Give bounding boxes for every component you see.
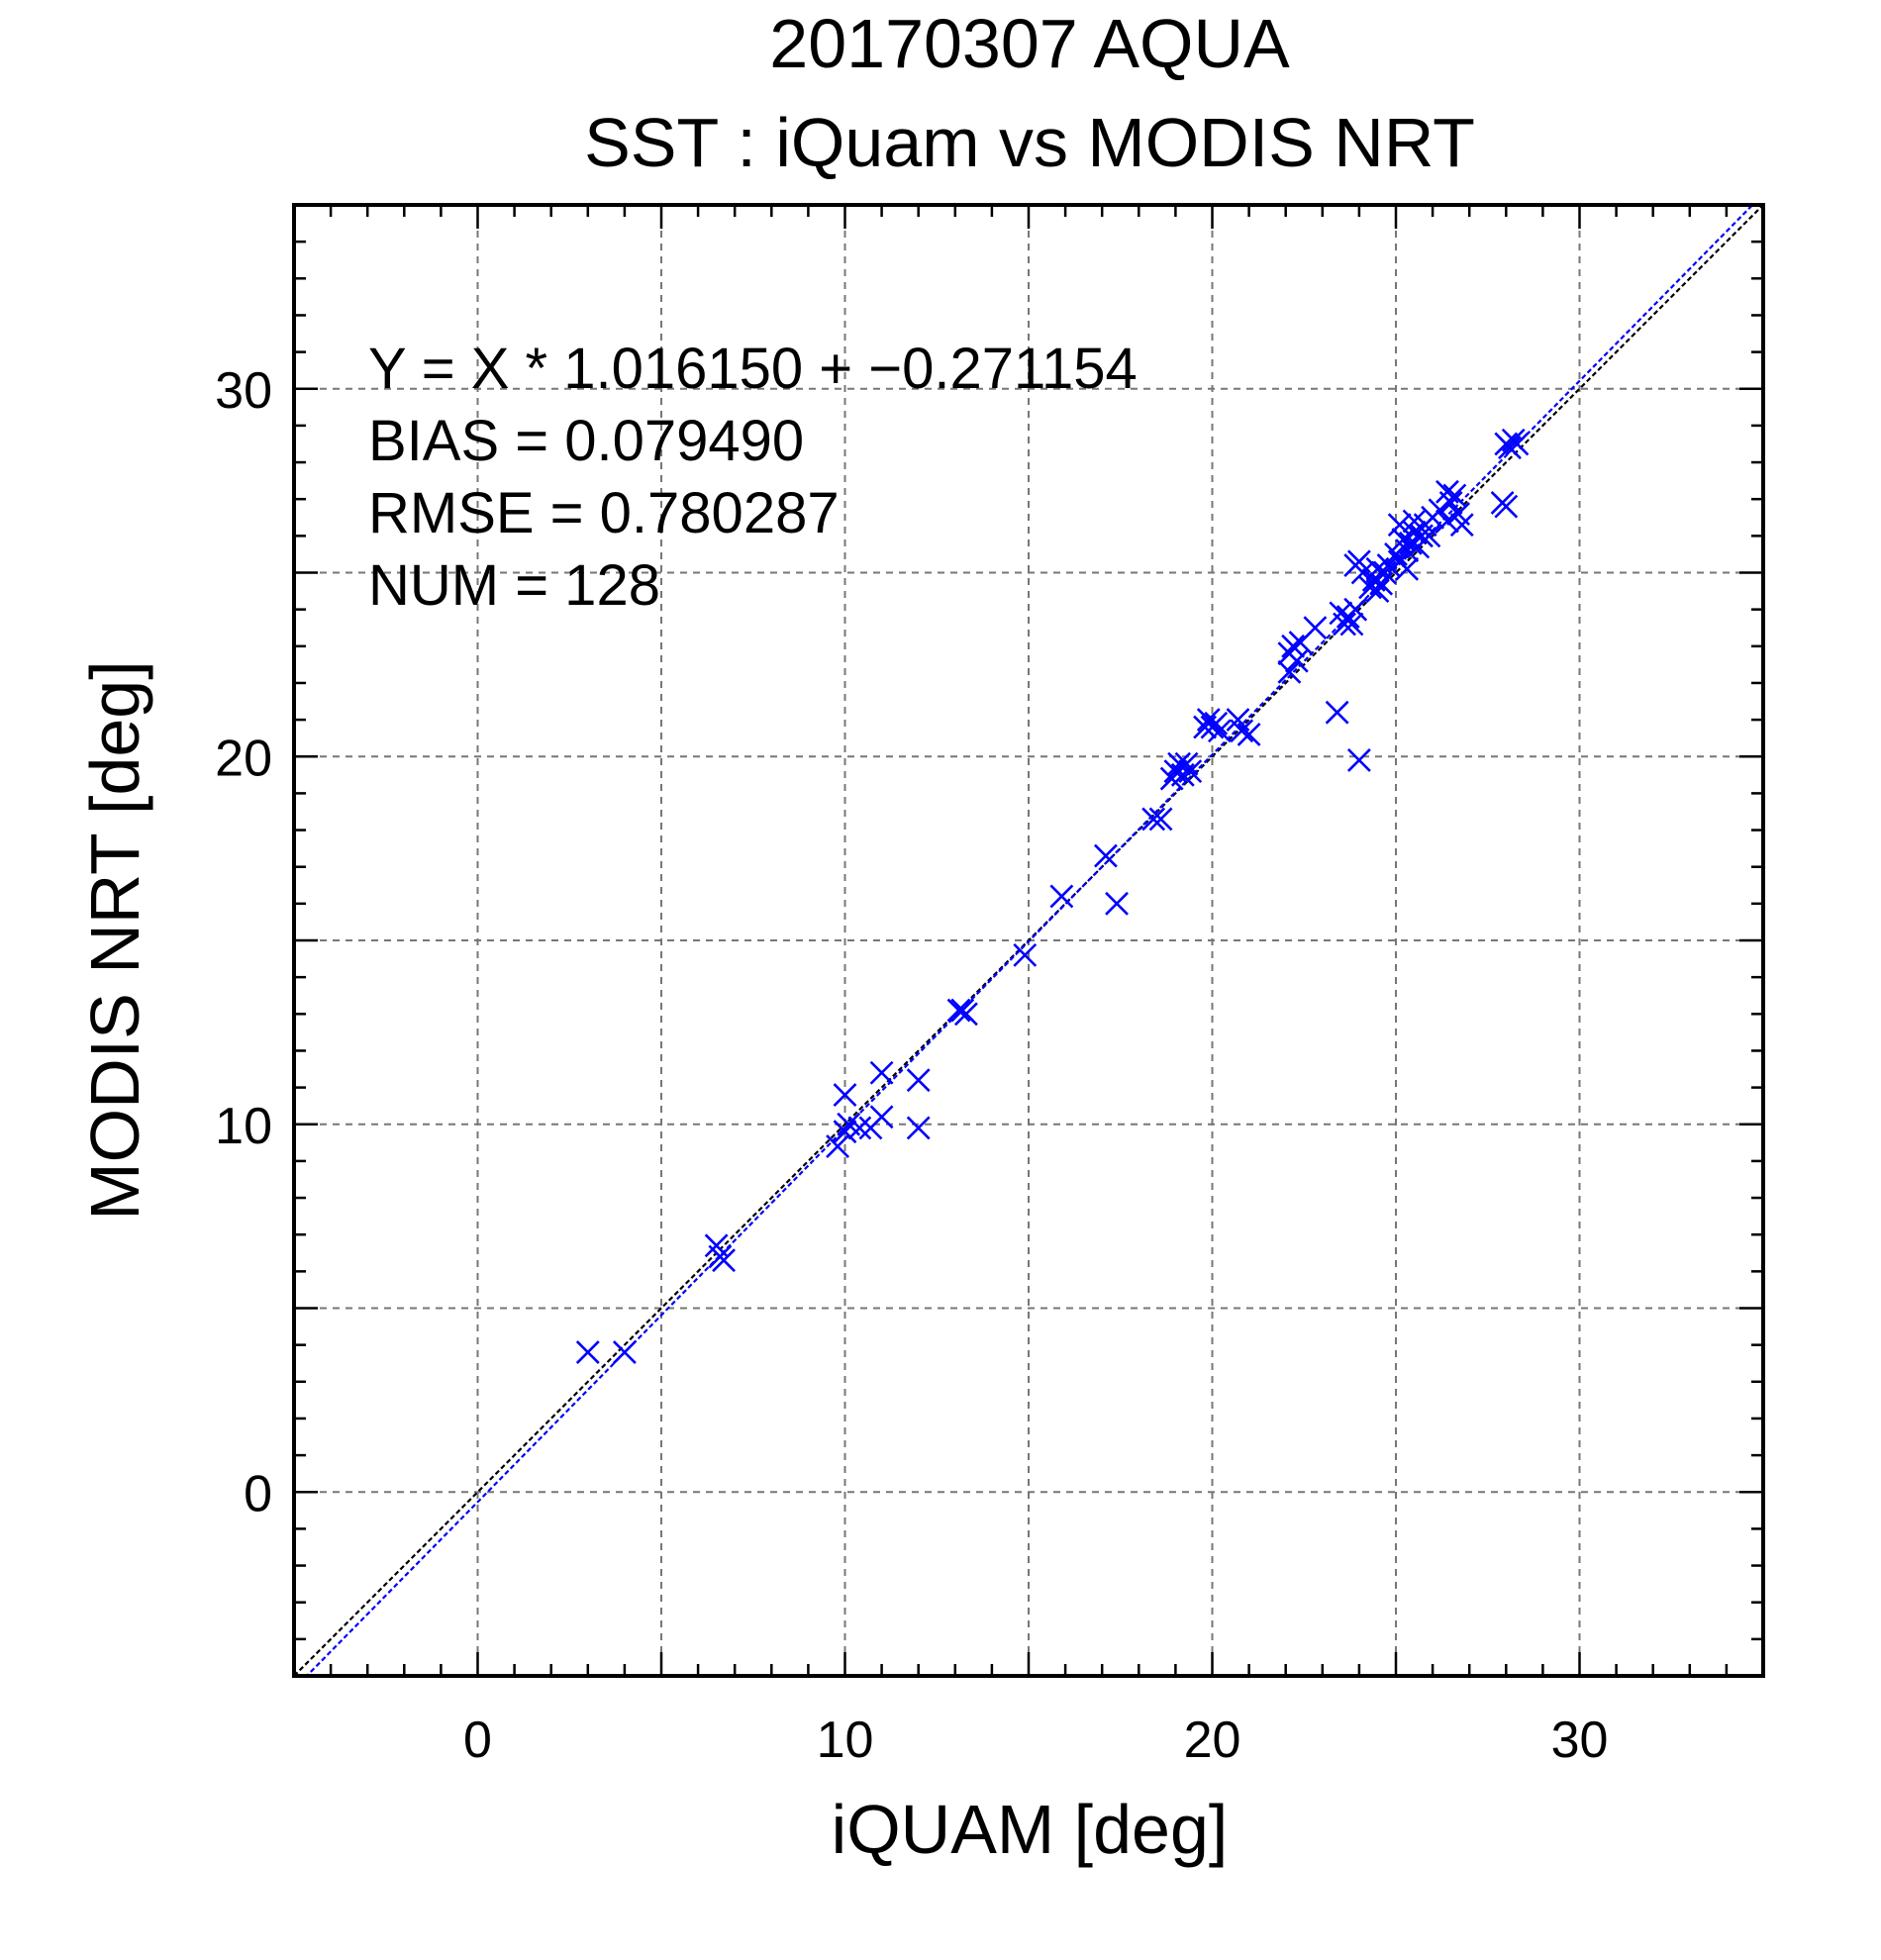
data-point	[826, 1134, 849, 1158]
data-point	[954, 1002, 978, 1027]
data-point	[1284, 648, 1309, 673]
data-point	[1346, 748, 1371, 772]
y-axis-tick-labels: 0 10 20 30	[215, 362, 272, 1523]
data-point	[1372, 560, 1397, 585]
data-point	[1281, 634, 1306, 658]
data-point	[612, 1340, 637, 1364]
major-ticks	[294, 205, 1763, 1676]
grid	[294, 205, 1763, 1676]
data-point	[869, 1105, 894, 1129]
x-tick-label: 20	[1184, 1712, 1241, 1769]
data-point	[1049, 884, 1074, 909]
data-point	[1350, 560, 1375, 585]
data-point	[833, 1120, 857, 1144]
data-point	[1204, 711, 1229, 735]
data-point	[1339, 612, 1364, 637]
data-point	[1505, 432, 1530, 456]
data-point	[869, 1060, 894, 1085]
x-tick-label: 10	[817, 1712, 874, 1769]
y-tick-label: 30	[215, 362, 272, 420]
data-point	[1148, 807, 1173, 832]
chart-subtitle: SST : iQuam vs MODIS NRT	[584, 104, 1475, 181]
data-point	[1141, 807, 1166, 832]
data-point	[1105, 891, 1129, 916]
data-point	[712, 1248, 736, 1273]
data-point	[1343, 597, 1368, 622]
plot-frame	[292, 203, 1765, 1678]
fit-equation: Y = X * 1.016150 + −0.271154	[368, 337, 1138, 401]
data-point	[1436, 509, 1459, 534]
x-tick-label: 30	[1551, 1712, 1609, 1769]
y-tick-label: 20	[215, 730, 272, 787]
y-axis-label: MODIS NRT [deg]	[76, 660, 153, 1220]
data-point	[1449, 513, 1474, 538]
x-tick-label: 0	[463, 1712, 492, 1769]
bias-text: BIAS = 0.079490	[368, 409, 804, 473]
data-point	[906, 1068, 931, 1093]
data-point	[906, 1116, 931, 1140]
data-point	[833, 1083, 857, 1107]
data-point	[1402, 520, 1427, 544]
stats-box: Y = X * 1.016150 + −0.271154 BIAS = 0.07…	[368, 337, 1138, 618]
data-point	[1436, 479, 1459, 504]
data-point	[1387, 513, 1412, 538]
chart-title: 20170307 AQUA	[769, 5, 1290, 82]
data-point	[1417, 524, 1441, 548]
data-point	[847, 1116, 872, 1140]
data-point	[1178, 759, 1203, 784]
data-point	[1325, 700, 1349, 725]
y-tick-label: 0	[244, 1465, 272, 1522]
data-point	[1093, 843, 1118, 868]
x-axis-label: iQUAM [deg]	[832, 1791, 1229, 1868]
data-point	[1365, 579, 1390, 603]
data-point	[946, 998, 971, 1023]
data-point	[1208, 719, 1232, 743]
data-point	[1013, 942, 1038, 967]
data-point	[1395, 556, 1420, 581]
data-point	[1494, 494, 1519, 519]
num-text: NUM = 128	[368, 553, 660, 618]
data-point	[1498, 436, 1522, 460]
data-point	[1333, 612, 1356, 637]
data-point	[1442, 483, 1467, 508]
data-point	[1237, 723, 1261, 746]
data-points	[575, 428, 1530, 1364]
data-point	[1230, 719, 1254, 743]
data-point	[575, 1340, 600, 1364]
x-axis-tick-labels: 0 10 20 30	[463, 1712, 1608, 1769]
y-tick-label: 10	[215, 1098, 272, 1155]
data-point	[1277, 659, 1302, 684]
rmse-text: RMSE = 0.780287	[368, 481, 840, 545]
data-point	[1174, 751, 1199, 776]
data-point	[1303, 616, 1328, 640]
